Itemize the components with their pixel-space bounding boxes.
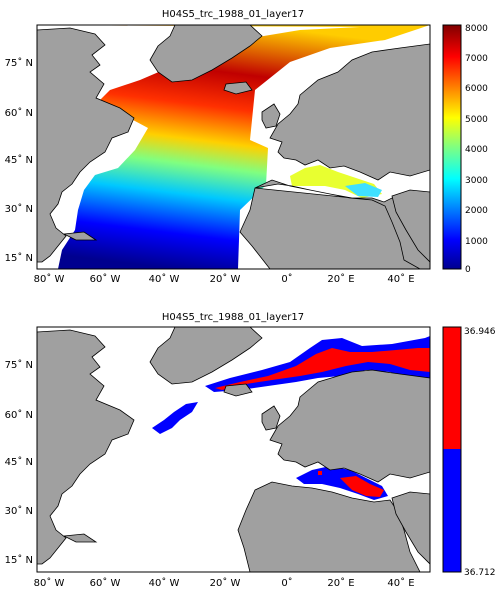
panel-1-colorbar-tick: 4000: [465, 145, 488, 155]
panel-1-greenland: [149, 25, 263, 83]
panel-2-x-ticks: 80˚ W 60˚ W 40˚ W 20˚ W 0˚ 20˚ E 40˚ E: [34, 577, 415, 589]
panel-1-frame: [36, 24, 431, 270]
panel-2-y-tick: 75˚ N: [5, 359, 33, 371]
panel-1-colorbar-tick: 6000: [465, 84, 488, 94]
panel-2-nordic-seas-red: [215, 348, 430, 390]
panel-2-y-ticks: 75˚ N 60˚ N 45˚ N 30˚ N 15˚ N: [5, 359, 33, 566]
panel-1-x-tick: 80˚ W: [34, 273, 65, 285]
panel-2: H04S5_trc_1988_01_layer17: [5, 312, 496, 589]
panel-1-y-tick: 30˚ N: [5, 203, 33, 215]
panel-1-y-tick: 75˚ N: [5, 57, 33, 69]
panel-2-north-america: [37, 329, 135, 565]
panel-1-colorbar-tick: 8000: [465, 24, 488, 34]
panel-2-x-tick: 0˚: [281, 577, 292, 589]
panel-2-arabia: [391, 491, 430, 565]
panel-2-med-red-speck: [318, 471, 322, 475]
panel-1: H04S5_trc_1988_01_layer17 80˚ W: [5, 9, 489, 285]
panel-1-europe: [269, 43, 430, 181]
panel-2-y-tick: 45˚ N: [5, 456, 33, 468]
panel-2-x-tick: 40˚ W: [149, 577, 180, 589]
panel-1-eastern-med-field: [345, 183, 382, 197]
panel-2-x-tick: 20˚ E: [327, 577, 354, 589]
panel-1-africa: [239, 179, 430, 269]
panel-1-colorbar-tick: 2000: [465, 206, 488, 216]
panel-2-land: [37, 327, 430, 572]
panel-1-y-ticks: 75˚ N 60˚ N 45˚ N 30˚ N 15˚ N: [5, 57, 33, 264]
panel-2-colorbar-top-label: 36.946: [464, 327, 496, 337]
panel-1-map-area: [37, 25, 430, 269]
panel-2-colorbar-top: [443, 327, 461, 449]
panel-2-greenland: [149, 327, 263, 385]
panel-2-colorbar-bottom-label: 36.712: [464, 568, 496, 578]
panel-1-north-america: [37, 27, 135, 263]
panel-1-y-tick: 60˚ N: [5, 107, 33, 119]
panel-2-colorbar-bottom: [443, 449, 461, 572]
panel-1-iceland: [223, 81, 253, 95]
panel-2-x-tick: 60˚ W: [90, 577, 121, 589]
panel-1-x-tick: 0˚: [281, 273, 292, 285]
panel-2-iceland: [223, 383, 253, 397]
panel-1-colorbar-tick: 3000: [465, 176, 488, 186]
panel-2-y-tick: 30˚ N: [5, 505, 33, 517]
panel-2-frame: [36, 326, 431, 573]
panel-2-y-tick: 15˚ N: [5, 554, 33, 566]
panel-1-colorbar-tick: 7000: [465, 54, 488, 64]
panel-2-labrador-patch: [152, 402, 198, 434]
panel-1-cuba: [62, 231, 98, 241]
panel-1-x-tick: 20˚ E: [327, 273, 354, 285]
panel-2-map-area: [37, 327, 430, 572]
panel-2-x-tick: 20˚ W: [210, 577, 241, 589]
panel-1-tracer-field: [37, 25, 430, 269]
panel-1-x-ticks: 80˚ W 60˚ W 40˚ W 20˚ W 0˚ 20˚ E 40˚ E: [34, 273, 415, 285]
panel-2-y-tick: 60˚ N: [5, 409, 33, 421]
panel-2-x-tick: 80˚ W: [34, 577, 65, 589]
panel-1-x-tick: 60˚ W: [90, 273, 121, 285]
panel-1-colorbar-tick: 1000: [465, 237, 488, 247]
panel-1-colorbar-tick: 0: [465, 265, 471, 275]
panel-2-british-isles: [261, 405, 281, 431]
panel-1-x-tick: 40˚ W: [149, 273, 180, 285]
panel-2-x-tick: 40˚ E: [387, 577, 414, 589]
panel-1-colorbar-tick: 5000: [465, 115, 488, 125]
panel-1-arabia: [391, 189, 430, 263]
panel-2-colorbar-frame: [442, 326, 462, 573]
panel-2-cuba: [62, 533, 98, 543]
panel-1-british-isles: [261, 103, 281, 129]
panel-1-colorbar-ticks: 8000 7000 6000 5000 4000 3000 2000 1000 …: [465, 24, 488, 275]
panel-1-title: H04S5_trc_1988_01_layer17: [162, 9, 304, 20]
panel-1-y-tick: 45˚ N: [5, 154, 33, 166]
panel-2-title: H04S5_trc_1988_01_layer17: [162, 312, 304, 323]
panel-1-y-tick: 15˚ N: [5, 252, 33, 264]
panel-2-europe: [269, 369, 430, 483]
panel-2-med-red: [340, 476, 384, 497]
panel-1-x-tick: 20˚ W: [210, 273, 241, 285]
panel-1-colorbar: [442, 24, 462, 270]
panel-1-land: [37, 25, 430, 269]
panel-1-x-tick: 40˚ E: [387, 273, 414, 285]
